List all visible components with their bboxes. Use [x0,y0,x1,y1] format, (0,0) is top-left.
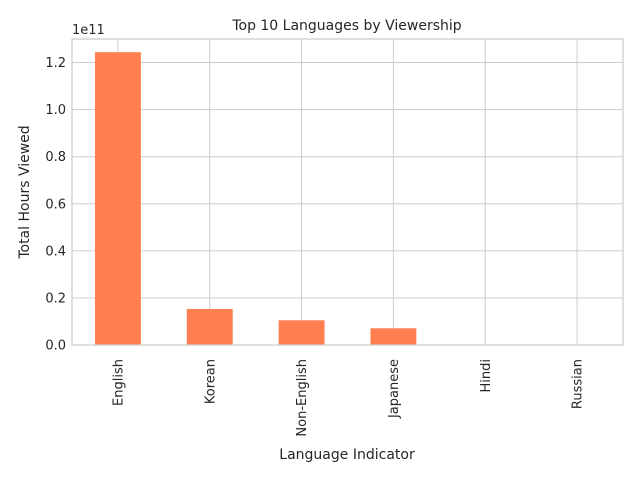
x-axis-label: Language Indicator [279,447,415,463]
x-tick-label: English [111,359,126,406]
y-offset-label: 1e11 [72,23,105,38]
x-tick-labels: English Korean Non-English Japanese Hindi Rus… [111,359,585,437]
x-tick-label: Non-English [295,359,310,437]
x-tick-label: Russian [571,359,586,409]
y-tick-label: 1.2 [45,56,66,71]
x-tick-label: Japanese [387,359,402,419]
y-tick-label: 0.6 [45,197,66,212]
x-tick-label: Korean [203,359,218,404]
bar-english [94,52,141,345]
y-tick-label: 0.0 [45,339,66,354]
plot-frame [71,38,624,346]
y-tick-label: 0.2 [45,291,66,306]
gridlines [72,39,623,346]
y-axis-label: Total Hours Viewed [17,125,33,259]
y-tick-label: 1.0 [45,103,66,118]
y-tick-label: 0.8 [45,150,66,165]
bars [94,52,601,345]
y-tick-label: 0.4 [45,244,66,259]
bar-korean [186,308,233,345]
plot-background [72,39,623,345]
bar-japanese [370,328,417,345]
y-tick-labels: 0.0 0.2 0.4 0.6 0.8 1.0 1.2 [45,56,66,353]
x-tick-label: Hindi [479,359,494,393]
bar-non-english [278,320,325,345]
chart-title: Top 10 Languages by Viewership [231,18,461,34]
